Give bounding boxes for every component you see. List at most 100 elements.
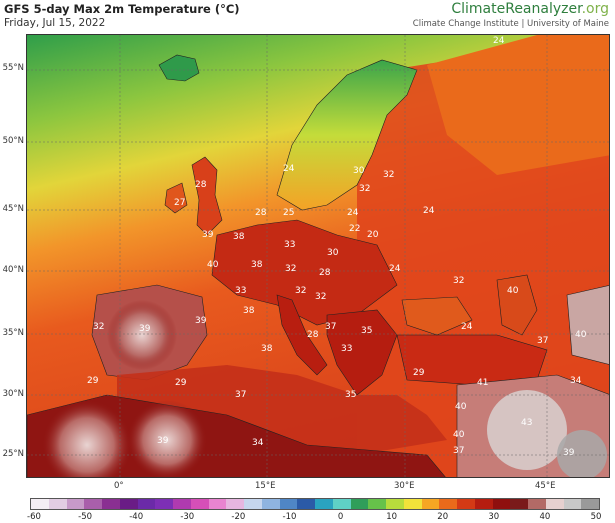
colorbar-segment — [244, 499, 262, 509]
colorbar-segment — [439, 499, 457, 509]
lat-label-40n: 40°N — [2, 265, 24, 275]
temperature-label: 35 — [345, 390, 356, 400]
temperature-label: 24 — [461, 322, 473, 332]
temperature-label: 24 — [389, 264, 401, 274]
lon-label-30e: 30°E — [394, 481, 415, 491]
temperature-label: 24 — [347, 208, 359, 218]
arabia-hotspot — [487, 390, 567, 470]
temperature-label: 32 — [453, 276, 464, 286]
temperature-colorbar — [30, 498, 600, 510]
colorbar-segment — [315, 499, 333, 509]
temperature-label: 43 — [521, 418, 532, 428]
italy — [276, 294, 328, 376]
temperature-label: 28 — [307, 330, 319, 340]
temperature-label: 29 — [175, 378, 187, 388]
map-canvas: 24 28 27 39 38 33 30 40 38 32 28 24 32 33 32 32 39 38 28 37… — [27, 35, 609, 477]
iceland — [158, 54, 200, 82]
ireland — [164, 182, 188, 214]
colorbar-segment — [119, 499, 138, 509]
temperature-label: 32 — [295, 286, 306, 296]
colorbar-tick-label: -20 — [231, 512, 246, 522]
colorbar-segment — [332, 499, 351, 509]
temperature-label: 40 — [453, 430, 465, 440]
colorbar-segment — [403, 499, 422, 509]
temperature-label: 20 — [367, 230, 379, 240]
temperature-label: 27 — [174, 198, 185, 208]
colorbar-segment — [66, 499, 85, 509]
temperature-label: 28 — [255, 208, 267, 218]
colorbar-tick-label: 30 — [488, 512, 500, 522]
colorbar-segment — [510, 499, 528, 509]
lat-label-55n: 55°N — [2, 63, 24, 73]
temperature-label: 29 — [87, 376, 99, 386]
colorbar-segment — [261, 499, 280, 509]
temperature-label: 40 — [455, 402, 467, 412]
temperature-label: 40 — [507, 286, 519, 296]
colorbar-tick-label: 0 — [337, 512, 344, 522]
colorbar-segment — [297, 499, 315, 509]
temperature-label: 28 — [319, 268, 331, 278]
temperature-label: 39 — [563, 448, 575, 458]
colorbar-segment — [545, 499, 564, 509]
temperature-label: 39 — [202, 230, 214, 240]
central-asia — [566, 285, 609, 365]
scandinavia — [276, 59, 418, 211]
temperature-label: 33 — [284, 240, 295, 250]
temperature-label: 33 — [235, 286, 246, 296]
temperature-label: 32 — [359, 184, 370, 194]
colorbar-segment — [421, 499, 440, 509]
temperature-label: 37 — [453, 446, 464, 456]
temperature-label: 39 — [157, 436, 169, 446]
lon-label-0: 0° — [114, 481, 124, 491]
colorbar-segment — [48, 499, 67, 509]
temperature-label: 40 — [575, 330, 587, 340]
black-sea — [401, 296, 473, 336]
temperature-label: 24 — [493, 36, 505, 46]
graticule — [27, 35, 609, 477]
temperature-label: 22 — [349, 224, 360, 234]
temperature-label: 39 — [195, 316, 207, 326]
colorbar-tick-label: -60 — [27, 512, 41, 522]
colorbar-segment — [457, 499, 475, 509]
colorbar-tick-label: 10 — [386, 512, 398, 522]
temperature-label: 29 — [413, 368, 425, 378]
brand-suffix: .org — [581, 1, 609, 17]
temperature-label: 37 — [235, 390, 246, 400]
colorbar-tick-label: -40 — [129, 512, 144, 522]
brand-logo-text[interactable]: ClimateReanalyzer.org — [451, 1, 609, 17]
temperature-label: 28 — [195, 180, 207, 190]
colorbar-segment — [155, 499, 173, 509]
lat-label-35n: 35°N — [2, 328, 24, 338]
temperature-label: 25 — [283, 208, 294, 218]
colorbar-segment — [368, 499, 386, 509]
temperature-label: 32 — [285, 264, 296, 274]
colorbar-segment — [84, 499, 102, 509]
temperature-label: 38 — [243, 306, 255, 316]
colorbar-tick-label: 40 — [539, 512, 551, 522]
temperature-labels: 24 28 27 39 38 33 30 40 38 32 28 24 32 33 32 32 39 38 28 37… — [87, 36, 587, 458]
colorbar-segment — [190, 499, 209, 509]
colorbar-segment — [386, 499, 404, 509]
lat-label-45n: 45°N — [2, 204, 24, 214]
colorbar-segment — [208, 499, 227, 509]
temperature-label: 30 — [353, 166, 365, 176]
temperature-label: 24 — [283, 164, 295, 174]
lat-label-50n: 50°N — [2, 136, 24, 146]
temperature-map[interactable]: 24 28 27 39 38 33 30 40 38 32 28 24 32 33 32 32 39 38 28 37… — [26, 34, 610, 478]
temperature-label: 35 — [361, 326, 372, 336]
colorbar-segment — [528, 499, 546, 509]
temperature-label: 41 — [477, 378, 488, 388]
gulf-hotspot — [557, 430, 607, 477]
colorbar-tick-label: -50 — [78, 512, 93, 522]
lon-label-15e: 15°E — [255, 481, 276, 491]
temperature-label: 32 — [93, 322, 104, 332]
temperature-label: 34 — [252, 438, 264, 448]
colorbar-tick-label: 50 — [590, 512, 602, 522]
colorbar-segment — [226, 499, 244, 509]
colorbar-segment — [474, 499, 493, 509]
colorbar-segment — [350, 499, 369, 509]
colorbar-segment — [137, 499, 156, 509]
temperature-label: 37 — [537, 336, 548, 346]
colorbar-tick-label: -10 — [282, 512, 297, 522]
temperature-label: 38 — [261, 344, 273, 354]
